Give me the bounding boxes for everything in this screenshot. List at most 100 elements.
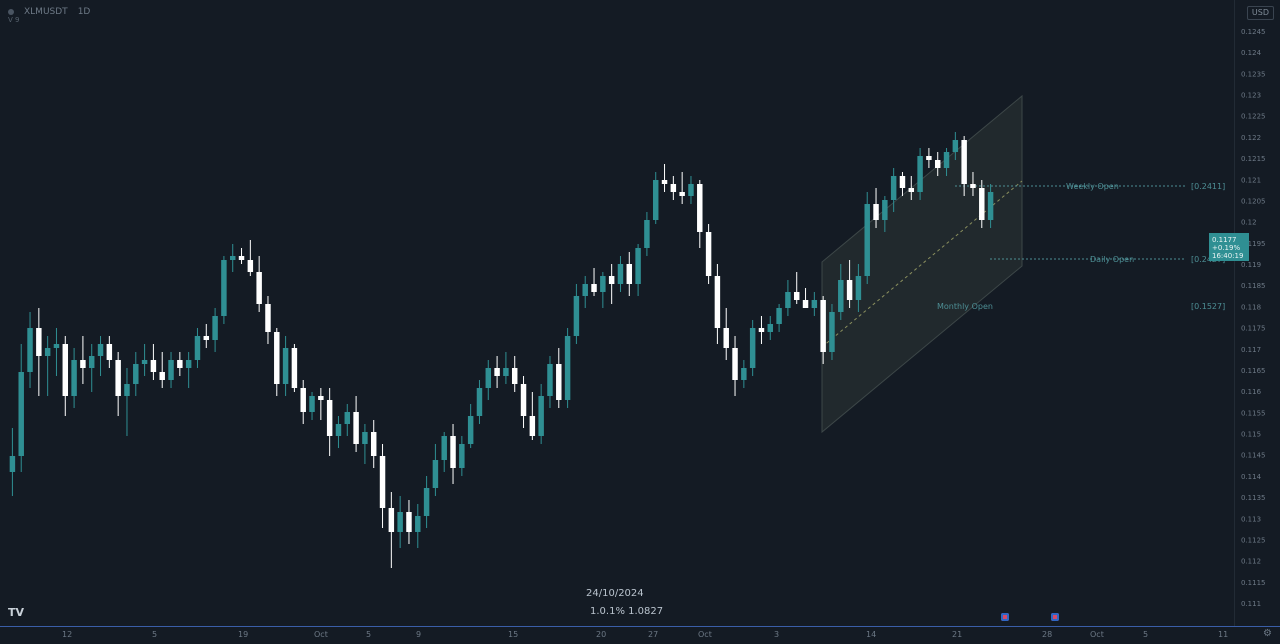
candle-down[interactable] — [846, 280, 853, 300]
candle-down[interactable] — [661, 180, 668, 184]
candle-down[interactable] — [274, 332, 280, 384]
candle-up[interactable] — [811, 300, 818, 308]
candle-down[interactable] — [265, 304, 271, 332]
candle-up[interactable] — [882, 200, 888, 220]
candle-up[interactable] — [573, 296, 580, 336]
candle-up[interactable] — [652, 180, 659, 220]
candle-down[interactable] — [520, 384, 527, 416]
candle-up[interactable] — [943, 152, 950, 168]
candle-down[interactable] — [934, 160, 941, 168]
candle-up[interactable] — [415, 516, 421, 532]
candle-up[interactable] — [476, 388, 483, 416]
candle-down[interactable] — [732, 348, 738, 380]
candle-down[interactable] — [961, 140, 967, 184]
settings-gear-icon[interactable]: ⚙ — [1263, 628, 1272, 639]
candle-down[interactable] — [697, 184, 703, 232]
candle-down[interactable] — [291, 348, 298, 388]
candle-down[interactable] — [238, 256, 245, 260]
candle-up[interactable] — [767, 324, 774, 332]
candle-up[interactable] — [864, 204, 870, 276]
candle-up[interactable] — [344, 412, 351, 424]
candle-up[interactable] — [168, 360, 174, 380]
candle-down[interactable] — [979, 188, 985, 220]
candle-down[interactable] — [511, 368, 518, 384]
candle-up[interactable] — [141, 360, 148, 364]
candle-up[interactable] — [467, 416, 474, 444]
candle-up[interactable] — [749, 328, 756, 368]
price-axis[interactable]: 0.1245 0.124 0.1235 0.123 0.1225 0.122 0.1215 0… — [1241, 28, 1266, 608]
candle-up[interactable] — [282, 348, 289, 384]
candle-down[interactable] — [353, 412, 359, 444]
tradingview-logo-icon[interactable]: TV — [8, 606, 25, 619]
candles-group[interactable] — [9, 132, 994, 568]
time-axis[interactable]: 12 5 19 Oct 5 9 15 20 27 Oct 3 14 21 28 Oct 5 11 — [0, 626, 1280, 644]
candle-up[interactable] — [432, 460, 439, 488]
candle-up[interactable] — [829, 312, 835, 352]
candle-up[interactable] — [987, 192, 994, 220]
candle-down[interactable] — [626, 264, 633, 284]
candle-down[interactable] — [318, 396, 324, 400]
candle-down[interactable] — [873, 204, 879, 220]
candle-down[interactable] — [714, 276, 721, 328]
candle-up[interactable] — [397, 512, 403, 532]
candle-down[interactable] — [450, 436, 456, 468]
candle-up[interactable] — [538, 396, 544, 436]
candle-down[interactable] — [379, 456, 386, 508]
candle-down[interactable] — [970, 184, 976, 188]
candle-up[interactable] — [547, 364, 553, 396]
economic-event-flag-icon[interactable] — [1051, 613, 1059, 621]
candle-down[interactable] — [388, 508, 395, 532]
candle-up[interactable] — [335, 424, 342, 436]
candle-up[interactable] — [952, 140, 959, 152]
candle-up[interactable] — [776, 308, 782, 324]
candle-up[interactable] — [212, 316, 218, 340]
candle-up[interactable] — [229, 256, 236, 260]
candle-down[interactable] — [670, 184, 677, 192]
candle-down[interactable] — [203, 336, 210, 340]
candle-down[interactable] — [177, 360, 183, 368]
candle-up[interactable] — [185, 360, 192, 368]
candle-down[interactable] — [106, 344, 113, 360]
candle-up[interactable] — [600, 276, 606, 292]
candle-down[interactable] — [62, 344, 69, 396]
candle-up[interactable] — [309, 396, 315, 412]
candle-down[interactable] — [300, 388, 306, 412]
candle-up[interactable] — [785, 292, 791, 308]
candle-up[interactable] — [124, 384, 130, 396]
candle-up[interactable] — [18, 372, 24, 456]
economic-event-flag-icon[interactable] — [1001, 613, 1009, 621]
candle-down[interactable] — [326, 400, 333, 436]
candle-down[interactable] — [556, 364, 562, 400]
candle-up[interactable] — [88, 356, 95, 368]
candle-up[interactable] — [485, 368, 492, 388]
candle-up[interactable] — [890, 176, 897, 200]
candle-down[interactable] — [406, 512, 412, 532]
candle-up[interactable] — [617, 264, 624, 284]
candle-up[interactable] — [194, 336, 201, 360]
candle-up[interactable] — [635, 248, 641, 284]
candle-down[interactable] — [608, 276, 615, 284]
candle-up[interactable] — [221, 260, 227, 316]
symbol-name[interactable]: XLMUSDT — [24, 7, 68, 17]
candle-up[interactable] — [564, 336, 571, 400]
candlestick-chart[interactable]: 0.1245 0.124 0.1235 0.123 0.1225 0.122 0.1215 0… — [0, 0, 1280, 626]
candle-down[interactable] — [820, 300, 826, 352]
candle-up[interactable] — [97, 344, 104, 356]
candle-down[interactable] — [926, 156, 932, 160]
candle-down[interactable] — [758, 328, 765, 332]
candle-down[interactable] — [159, 372, 165, 380]
candle-down[interactable] — [529, 416, 536, 436]
candle-up[interactable] — [44, 348, 51, 356]
candle-up[interactable] — [441, 436, 447, 460]
candle-up[interactable] — [917, 156, 923, 192]
candle-up[interactable] — [53, 344, 60, 348]
candle-down[interactable] — [591, 284, 597, 292]
currency-selector[interactable]: USD — [1246, 6, 1274, 20]
candle-up[interactable] — [362, 432, 368, 444]
candle-down[interactable] — [80, 360, 86, 368]
candle-down[interactable] — [36, 328, 42, 356]
candle-up[interactable] — [855, 276, 862, 300]
candle-down[interactable] — [802, 300, 809, 308]
candle-up[interactable] — [133, 364, 139, 384]
candle-up[interactable] — [423, 488, 430, 516]
